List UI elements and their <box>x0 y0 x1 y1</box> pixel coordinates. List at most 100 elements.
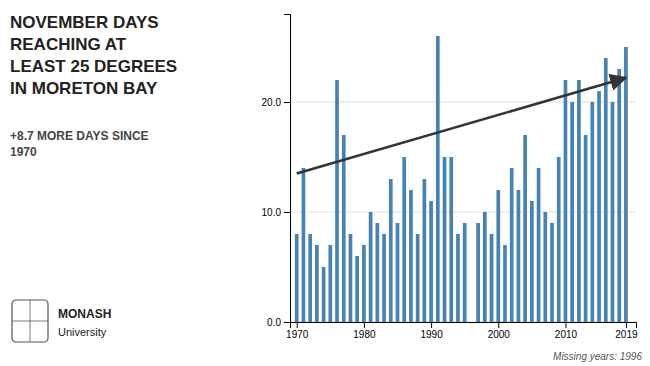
subtitle-line: 1970 <box>10 145 37 159</box>
bar <box>409 190 413 322</box>
title-line: REACHING AT <box>10 35 127 54</box>
bar <box>369 212 373 322</box>
chart: NOVEMBER DAYS REACHING AT LEAST 25 DEGREES… <box>0 0 650 366</box>
title-line: NOVEMBER DAYS <box>10 13 159 32</box>
y-tick-mark <box>284 322 290 323</box>
bar <box>550 223 554 322</box>
bar <box>362 245 366 322</box>
bar <box>355 256 359 322</box>
bar <box>382 234 386 322</box>
bar <box>510 168 514 322</box>
bar <box>503 245 507 322</box>
bar <box>483 212 487 322</box>
subtitle-line: +8.7 MORE DAYS SINCE <box>10 129 149 143</box>
bar <box>389 179 393 322</box>
x-tick-mark <box>431 322 432 328</box>
x-tick-label: 1980 <box>353 329 376 340</box>
x-tick-label: 2019 <box>615 329 638 340</box>
bar <box>315 245 319 322</box>
y-axis: 0.0 10.0 20.0 <box>262 15 291 328</box>
bar <box>517 190 521 322</box>
y-tick-mark <box>284 102 290 103</box>
bar <box>335 80 339 322</box>
y-axis-line <box>284 15 291 323</box>
bar <box>322 267 326 322</box>
bar <box>604 58 608 322</box>
bar <box>375 223 379 322</box>
bar <box>543 212 547 322</box>
x-tick: 1970 <box>286 322 309 340</box>
bar <box>416 234 420 322</box>
bar <box>429 201 433 322</box>
bar <box>302 168 306 322</box>
x-tick-label: 2010 <box>555 329 578 340</box>
y-tick-label: 20.0 <box>262 97 282 108</box>
bar <box>564 80 568 322</box>
subtitle: +8.7 MORE DAYS SINCE 1970 <box>10 129 149 159</box>
x-tick-mark <box>364 322 365 328</box>
x-tick-mark <box>297 322 298 328</box>
x-tick-mark <box>626 322 627 328</box>
bar <box>597 91 601 322</box>
y-tick: 20.0 <box>262 97 290 108</box>
y-tick: 0.0 <box>267 317 290 328</box>
grid-line <box>290 102 636 103</box>
bar <box>570 102 574 322</box>
x-tick: 2010 <box>555 322 578 340</box>
y-tick-mark <box>284 212 290 213</box>
bar <box>557 157 561 322</box>
bar <box>463 223 467 322</box>
y-tick-label: 0.0 <box>267 317 281 328</box>
marks <box>295 36 628 322</box>
x-tick-mark <box>498 322 499 328</box>
bar <box>328 245 332 322</box>
title: NOVEMBER DAYS REACHING AT LEAST 25 DEGREES… <box>10 13 177 98</box>
bar <box>584 135 588 322</box>
bar <box>456 234 460 322</box>
bar <box>590 102 594 322</box>
grid <box>290 102 636 322</box>
bar <box>349 234 353 322</box>
bar <box>396 223 400 322</box>
title-line: IN MORETON BAY <box>10 79 158 98</box>
annotation: MONASH <box>58 307 111 321</box>
bar <box>617 69 621 322</box>
bar <box>449 157 453 322</box>
bar <box>402 157 406 322</box>
annotation: Missing years: 1996 <box>553 351 642 362</box>
logo-shield <box>12 300 48 342</box>
y-tick-label: 10.0 <box>262 207 282 218</box>
bar <box>295 234 299 322</box>
x-tick: 1990 <box>420 322 443 340</box>
bar <box>436 36 440 322</box>
bar <box>476 223 480 322</box>
bar <box>342 135 346 322</box>
bar <box>308 234 312 322</box>
x-tick-label: 2000 <box>488 329 511 340</box>
bar <box>530 201 534 322</box>
trend-arrow <box>297 78 626 174</box>
bar <box>611 102 615 322</box>
plot: 1970 1980 1990 2000 2010 2019 0.0 10.0 20.0 <box>262 15 638 341</box>
x-tick-label: 1990 <box>420 329 443 340</box>
x-tick: 2000 <box>488 322 511 340</box>
x-tick-mark <box>565 322 566 328</box>
logo <box>12 300 48 342</box>
bar <box>537 168 541 322</box>
bar <box>443 157 447 322</box>
x-tick: 1980 <box>353 322 376 340</box>
bar <box>490 234 494 322</box>
y-tick: 10.0 <box>262 207 290 218</box>
x-tick-label: 1970 <box>286 329 309 340</box>
bar <box>624 47 628 322</box>
annotation: University <box>58 326 107 338</box>
bar <box>496 190 500 322</box>
x-axis-line <box>291 323 637 329</box>
title-line: LEAST 25 DEGREES <box>10 57 177 76</box>
bar <box>423 179 427 322</box>
bar <box>577 80 581 322</box>
bar <box>523 135 527 322</box>
x-axis: 1970 1980 1990 2000 2010 2019 <box>286 322 638 340</box>
logo-cross <box>12 321 48 322</box>
x-tick: 2019 <box>615 322 638 340</box>
